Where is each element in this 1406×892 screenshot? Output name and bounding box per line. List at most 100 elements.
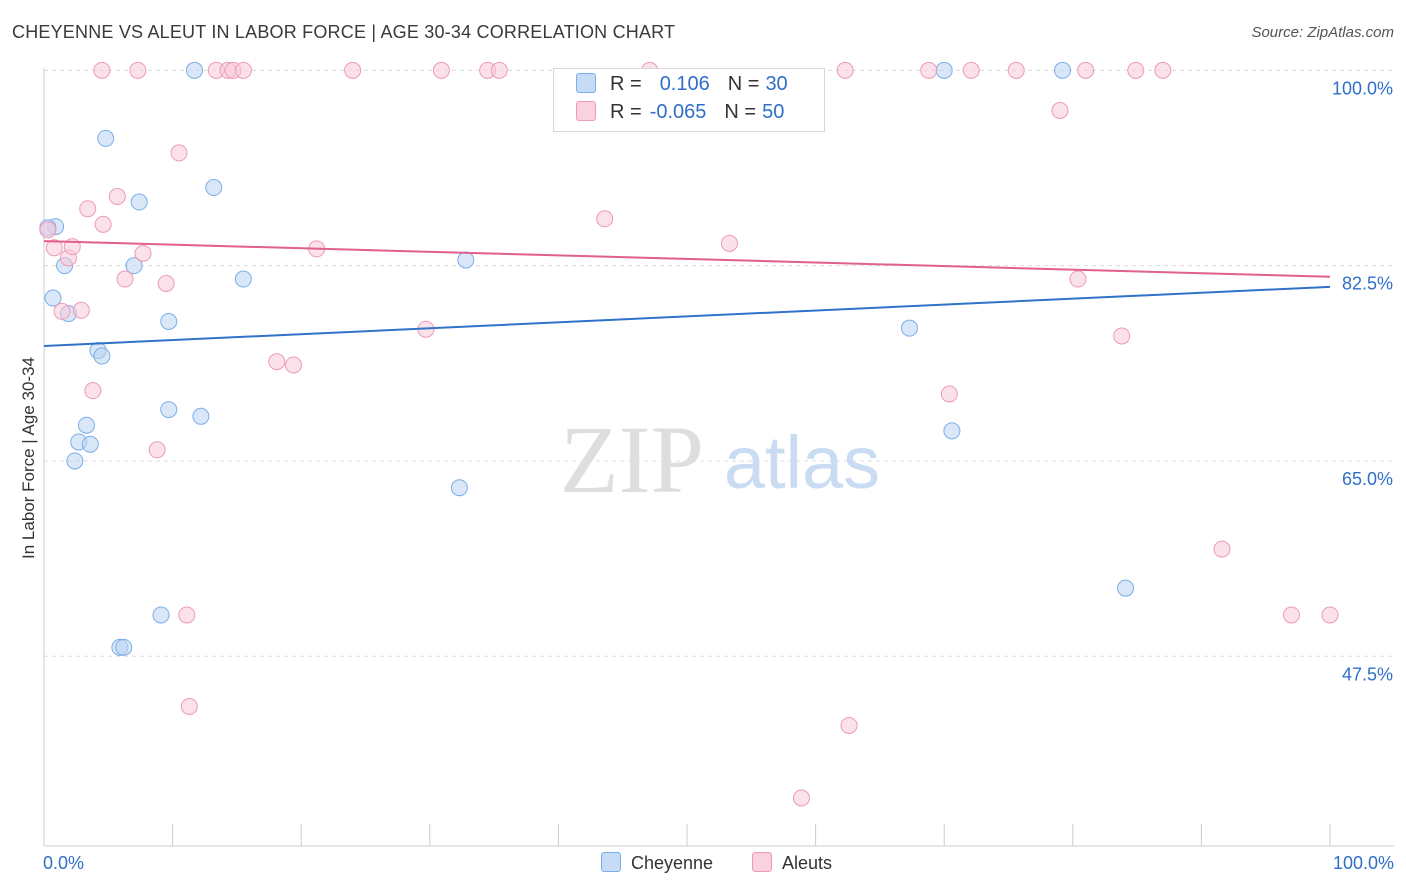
point-aleuts <box>596 210 614 228</box>
point-aleuts <box>1213 540 1231 558</box>
chart-title: CHEYENNE VS ALEUT IN LABOR FORCE | AGE 3… <box>12 22 676 42</box>
point-aleuts <box>180 697 198 715</box>
watermark-atlas: atlas <box>724 421 880 504</box>
point-aleuts <box>1007 61 1025 79</box>
point-aleuts <box>93 61 111 79</box>
point-aleuts <box>178 606 196 624</box>
point-cheyenne <box>125 257 143 275</box>
point-aleuts <box>720 234 738 252</box>
y-tick-label: 47.5% <box>1342 664 1393 684</box>
data-points <box>39 61 1339 807</box>
point-aleuts <box>134 244 152 262</box>
point-cheyenne <box>205 179 223 197</box>
point-aleuts <box>344 61 362 79</box>
point-aleuts <box>39 221 57 239</box>
legend-n-label: N = <box>724 101 757 123</box>
point-cheyenne <box>66 452 84 470</box>
point-aleuts <box>1069 270 1087 288</box>
point-cheyenne <box>943 422 961 440</box>
legend-item-cheyenne: Cheyenne <box>601 852 713 874</box>
point-aleuts <box>1077 61 1095 79</box>
legend-row-cheyenne: R = 0.106 N = 30 <box>576 73 788 99</box>
legend-swatch-aleuts <box>752 852 772 872</box>
point-aleuts <box>940 385 958 403</box>
x-tick-label-min: 0.0% <box>43 853 85 873</box>
point-aleuts <box>284 356 302 374</box>
point-aleuts <box>148 441 166 459</box>
point-aleuts <box>234 61 252 79</box>
point-aleuts <box>792 789 810 807</box>
legend-item-aleuts: Aleuts <box>752 852 832 874</box>
trend-line-aleuts <box>43 240 1331 278</box>
point-aleuts <box>84 382 102 400</box>
source-label: Source: ZipAtlas.com <box>1251 24 1394 41</box>
point-aleuts <box>108 187 126 205</box>
point-aleuts <box>920 61 938 79</box>
point-aleuts <box>116 270 134 288</box>
x-tick-label-max: 100.0% <box>1332 853 1394 873</box>
legend-r-value-cheyenne: 0.106 <box>659 73 710 95</box>
legend-row-aleuts: R = -0.065 N = 50 <box>576 101 784 127</box>
point-cheyenne <box>97 129 115 147</box>
point-aleuts <box>1051 102 1069 120</box>
point-aleuts <box>170 144 188 162</box>
point-cheyenne <box>77 416 95 434</box>
point-cheyenne <box>44 289 62 307</box>
legend-swatch-aleuts <box>576 101 596 121</box>
legend-swatch-cheyenne <box>576 73 596 93</box>
point-cheyenne <box>234 270 252 288</box>
legend-r-label: R = <box>610 101 642 123</box>
point-aleuts <box>1127 61 1145 79</box>
y-tick-label: 65.0% <box>1342 469 1393 489</box>
trend-line-cheyenne <box>43 285 1331 347</box>
point-aleuts <box>53 302 71 320</box>
point-aleuts <box>129 61 147 79</box>
point-aleuts <box>432 61 450 79</box>
point-cheyenne <box>192 407 210 425</box>
point-aleuts <box>157 274 175 292</box>
axes <box>43 68 1394 847</box>
grid-lines <box>44 69 1394 657</box>
legend-n-value-aleuts: 50 <box>762 101 785 123</box>
y-tick-label: 82.5% <box>1342 274 1393 294</box>
point-cheyenne <box>130 193 148 211</box>
point-aleuts <box>840 716 858 734</box>
legend-r-label: R = <box>610 73 642 95</box>
point-aleuts <box>72 301 90 319</box>
legend-n-value-cheyenne: 30 <box>765 73 788 95</box>
legend-label-aleuts: Aleuts <box>782 853 833 873</box>
point-aleuts <box>79 200 97 218</box>
point-cheyenne <box>93 347 111 365</box>
stats-legend: R = 0.106 N = 30 R = -0.065 N = 50 <box>553 68 825 132</box>
legend-label-cheyenne: Cheyenne <box>631 853 714 873</box>
point-aleuts <box>836 61 854 79</box>
point-aleuts <box>94 215 112 233</box>
point-cheyenne <box>185 61 203 79</box>
point-cheyenne <box>160 312 178 330</box>
point-aleuts <box>1282 606 1300 624</box>
point-aleuts <box>490 61 508 79</box>
legend-swatch-cheyenne <box>601 852 621 872</box>
trend-lines <box>43 240 1331 347</box>
point-cheyenne <box>152 606 170 624</box>
legend-n-label: N = <box>727 73 760 95</box>
point-aleuts <box>45 239 63 257</box>
point-cheyenne <box>160 401 178 419</box>
point-cheyenne <box>935 61 953 79</box>
point-cheyenne <box>450 479 468 497</box>
point-aleuts <box>268 353 286 371</box>
y-tick-labels: 100.0% 82.5% 65.0% 47.5% <box>1332 78 1393 684</box>
point-cheyenne <box>900 319 918 337</box>
point-cheyenne <box>1117 579 1135 597</box>
point-cheyenne <box>115 638 133 656</box>
point-cheyenne <box>1054 61 1072 79</box>
point-aleuts <box>1321 606 1339 624</box>
point-cheyenne <box>457 251 475 269</box>
watermark-zip: ZIP <box>560 406 704 513</box>
point-aleuts <box>962 61 980 79</box>
point-cheyenne <box>81 435 99 453</box>
legend-r-value-aleuts: -0.065 <box>649 101 707 123</box>
y-tick-label: 100.0% <box>1332 78 1393 98</box>
watermark: ZIP atlas <box>560 406 880 513</box>
